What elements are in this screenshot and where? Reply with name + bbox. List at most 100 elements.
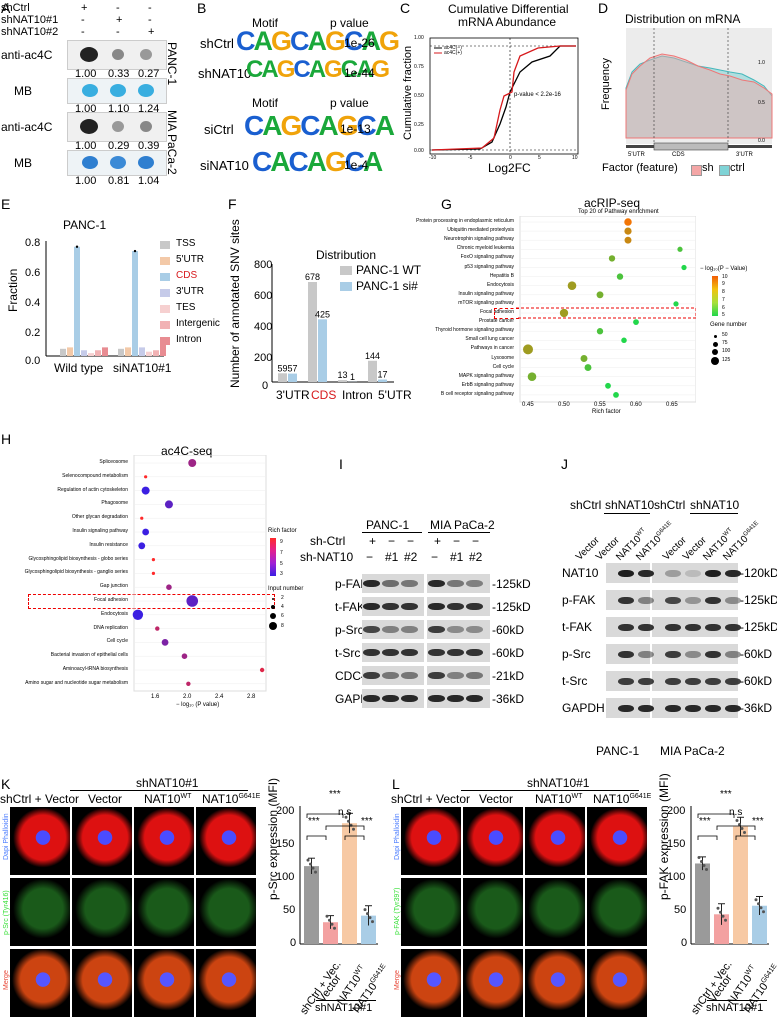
panel-letter-d: D	[598, 0, 608, 16]
bar-5'UTR	[67, 347, 73, 356]
blot-band	[685, 678, 701, 685]
pathway-label: Thyroid hormone signaling pathway	[435, 327, 514, 333]
size-legend-title: Gene number	[710, 322, 747, 328]
blot-band	[401, 695, 418, 702]
divider	[461, 790, 639, 791]
size-key	[711, 357, 719, 365]
significance: ***	[699, 816, 711, 827]
y-tick: 0	[290, 937, 296, 949]
protein-label: t-Src	[335, 646, 360, 660]
pathway-label: Other glycan degradation	[72, 514, 128, 520]
micrograph	[525, 807, 585, 875]
blot-band	[447, 672, 464, 679]
x-tick: 0.65	[666, 402, 678, 408]
data-point	[762, 910, 765, 913]
pathway-label: DNA replication	[94, 625, 128, 631]
blot-band	[466, 603, 483, 610]
sig-bracket	[698, 836, 717, 840]
column-label: NAT10G641E	[202, 792, 260, 806]
y-tick: 600	[254, 290, 272, 302]
legend-title: Factor (feature)	[602, 162, 678, 174]
bar-CDS-1	[318, 319, 327, 382]
pathway-label: Lysosome	[491, 355, 514, 361]
row-label: anti-ac4C	[1, 48, 52, 62]
cell-line-label: PANC-1	[165, 42, 179, 85]
size-key	[714, 335, 717, 338]
dot-Cell cycle	[162, 639, 169, 646]
blot-band	[638, 570, 654, 577]
pathway-label: Cell cycle	[493, 364, 514, 370]
blot-band	[638, 624, 654, 631]
significance: ***	[308, 816, 320, 827]
legend-swatch	[160, 337, 170, 345]
row-label: Merge	[3, 970, 10, 990]
blot-dot	[80, 47, 98, 62]
size-tick: 8	[281, 623, 284, 629]
row-label: p-Src (Tyr416)	[3, 890, 10, 935]
y-tick: 50	[674, 904, 686, 916]
dot-Pathways in cancer	[523, 344, 533, 354]
dot-Hepatitis B	[617, 273, 623, 279]
micrograph	[134, 949, 194, 1017]
protein-label: t-FAK	[335, 600, 365, 614]
panel-letter-e: E	[1, 196, 10, 212]
region-label: 5'UTR	[628, 152, 645, 158]
legend-tick: 5	[280, 561, 283, 567]
blot-band	[725, 570, 741, 577]
pathway-label: Cell cycle	[107, 638, 128, 644]
blot-dot	[138, 156, 154, 169]
pathway-label: Insulin signaling pathway	[72, 528, 128, 534]
blot-band	[401, 649, 418, 656]
size-key	[272, 598, 274, 600]
column-label: shCtrl + Vector	[0, 792, 79, 806]
micrograph	[196, 949, 256, 1017]
protein-label: t-FAK	[562, 620, 592, 634]
pathway-label: Insulin signaling pathway	[458, 291, 514, 297]
cond-mark: -	[148, 14, 152, 26]
divider	[690, 513, 738, 514]
data-point	[347, 820, 350, 823]
pathway-label: Protein processing in endoplasmic reticu…	[416, 218, 514, 224]
dot-Aminoacyl-tRNA biosynthesis	[260, 668, 264, 672]
panel-letter-j: J	[561, 456, 568, 472]
micrograph	[134, 878, 194, 946]
size-key	[712, 349, 718, 355]
significance: n.s	[729, 807, 742, 818]
pathway-label: B cell receptor signaling pathway	[441, 391, 514, 397]
motif-pvalue: 1e-4	[344, 158, 368, 172]
dot-Lysosome	[581, 355, 588, 362]
y-tick: 0.5	[758, 100, 765, 106]
pathway-label: Ubiquitin mediated proteolysis	[447, 227, 514, 233]
legend-label: 5'UTR	[176, 254, 204, 265]
bar-5'UTR-0	[368, 361, 377, 382]
cond-label: shNAT10#1	[1, 14, 58, 26]
bar-Intergenic	[95, 350, 101, 356]
legend-swatch-wt	[340, 266, 352, 275]
x-category: 5'UTR	[378, 388, 412, 402]
significance: ***	[361, 816, 373, 827]
legend-label: PANC-1 WT	[356, 263, 421, 277]
legend-label: Intergenic	[176, 318, 220, 329]
legend-swatch-ctrl	[719, 165, 730, 176]
blot-dot	[140, 121, 152, 132]
blot-band	[363, 580, 380, 587]
blot-band	[363, 672, 380, 679]
motif-pvalue: 1e-26	[344, 36, 375, 50]
micrograph	[72, 878, 132, 946]
panel-letter-b: B	[197, 0, 206, 16]
dot-Endocytosis	[133, 610, 143, 620]
group-label: shNAT10	[690, 498, 739, 512]
dot-Phagosome	[165, 500, 173, 508]
bar-TSS	[60, 349, 66, 356]
error-dot	[76, 246, 78, 248]
legend-label: TSS	[176, 238, 195, 249]
metagene-plot	[618, 28, 776, 158]
dot-Neurotrophin signaling pathway	[625, 237, 632, 244]
dot-Regulation of actin cytoskeleton	[142, 487, 150, 495]
dot-Chronic myeloid leukemia	[677, 247, 682, 252]
blot-band	[447, 626, 464, 633]
bar-value-label: 17	[377, 369, 387, 379]
p-annotation: p-value < 2.2e-16	[514, 92, 561, 98]
blot-band	[428, 695, 445, 702]
x-axis-label: − log₁₀ (P value)	[176, 702, 219, 708]
